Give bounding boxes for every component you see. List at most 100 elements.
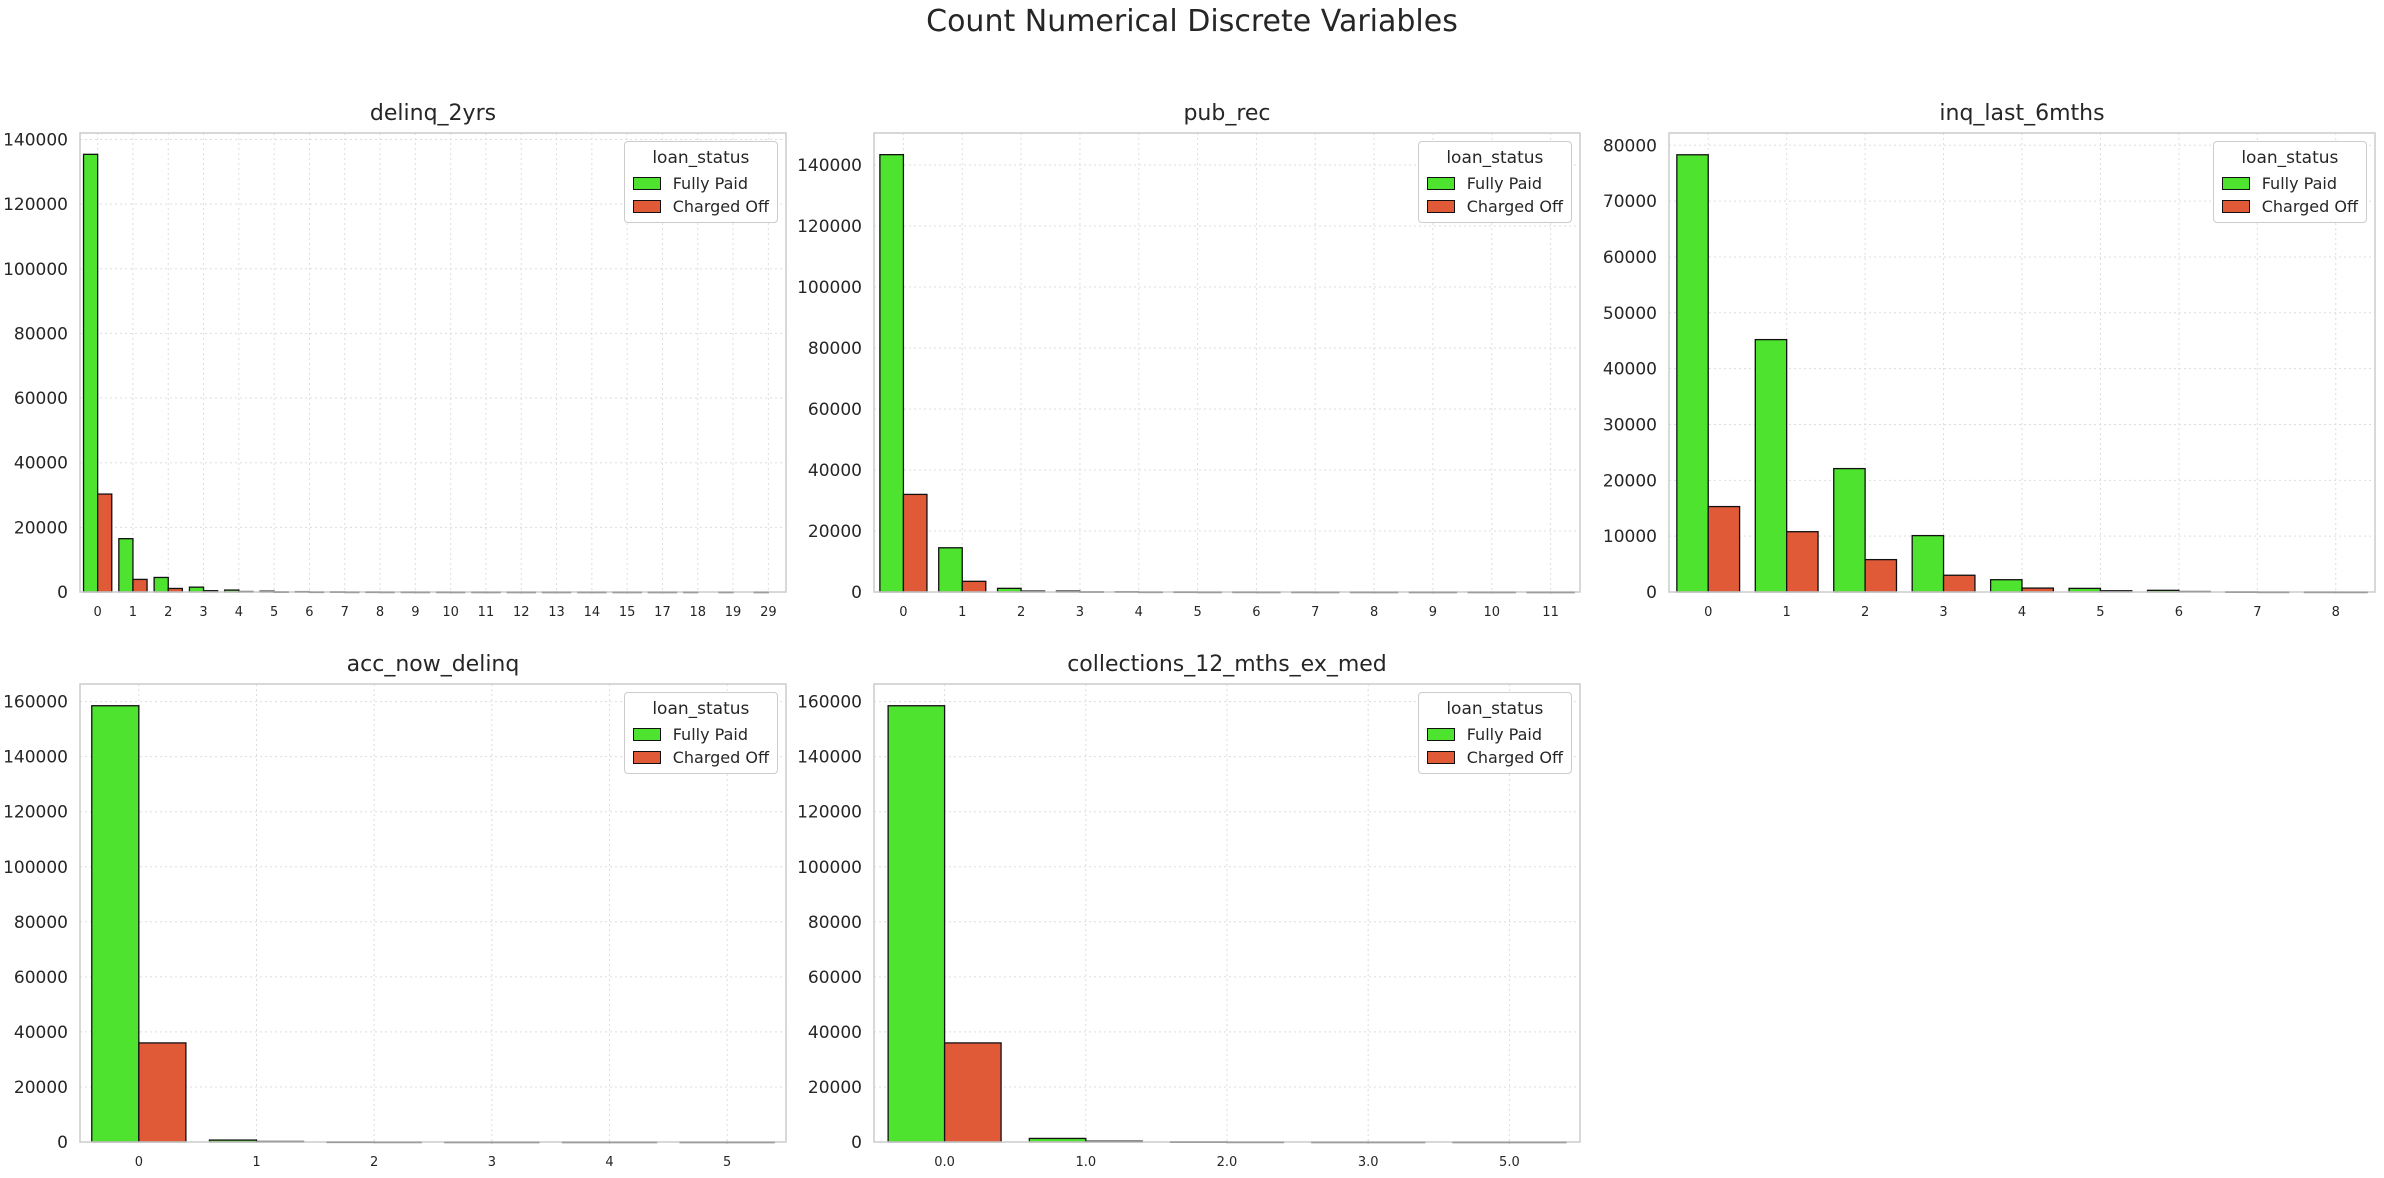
- y-tick-label: 80000: [14, 324, 68, 344]
- x-tick-label: 4: [605, 1155, 613, 1170]
- y-tick-label: 100000: [3, 858, 68, 878]
- y-tick-label: 60000: [14, 389, 68, 409]
- plot-frame: [873, 683, 1581, 1143]
- x-tick-label: 17: [654, 605, 671, 620]
- y-tick-label: 120000: [797, 217, 862, 237]
- legend-item-fully-paid: Fully Paid: [632, 172, 769, 195]
- bar-fully-paid-2: [1833, 467, 1866, 593]
- x-tick-label: 4: [2018, 605, 2026, 620]
- y-tick-label: 60000: [14, 968, 68, 988]
- x-tick-label: 10: [1483, 605, 1500, 620]
- plot-frame: [873, 132, 1581, 593]
- x-tick-label: 3: [1939, 605, 1947, 620]
- legend-item-charged-off: Charged Off: [1426, 195, 1563, 218]
- legend-item-charged-off: Charged Off: [632, 746, 769, 769]
- legend-title: loan_status: [2241, 148, 2339, 168]
- x-tick-label: 0: [135, 1155, 143, 1170]
- x-tick-label: 19: [725, 605, 742, 620]
- bar-charged-off-1: [1786, 531, 1819, 593]
- bar-fully-paid-0: [1676, 154, 1709, 593]
- legend-title: loan_status: [1446, 699, 1544, 719]
- y-tick-label: 160000: [3, 693, 68, 713]
- y-tick-label: 40000: [1603, 360, 1657, 380]
- y-tick-label: 0: [851, 583, 862, 603]
- x-tick-label: 7: [1311, 605, 1319, 620]
- legend-swatch: [1426, 200, 1455, 213]
- legend-label: Charged Off: [1466, 748, 1563, 767]
- bar-fully-paid-1: [1754, 338, 1788, 593]
- y-tick-label: 160000: [797, 693, 862, 713]
- chart-title: pub_rec: [1183, 101, 1271, 126]
- legend-label: Charged Off: [672, 197, 769, 216]
- legend-swatch: [632, 200, 661, 213]
- x-tick-label: 3: [199, 605, 207, 620]
- figure-title: Count Numerical Discrete Variables: [926, 4, 1458, 39]
- x-tick-label: 3: [488, 1155, 496, 1170]
- y-tick-label: 20000: [808, 522, 862, 542]
- legend-swatch: [632, 728, 661, 741]
- x-tick-label: 9: [411, 605, 419, 620]
- legend-label: Fully Paid: [1466, 725, 1542, 744]
- y-tick-label: 100000: [797, 278, 862, 298]
- x-tick-label: 1.0: [1075, 1155, 1096, 1170]
- legend-swatch: [632, 751, 661, 764]
- y-tick-label: 60000: [808, 968, 862, 988]
- x-tick-label: 7: [2253, 605, 2261, 620]
- x-tick-label: 4: [1135, 605, 1143, 620]
- x-tick-label: 0: [1704, 605, 1712, 620]
- x-tick-label: 1: [1783, 605, 1791, 620]
- x-tick-label: 8: [2332, 605, 2340, 620]
- y-tick-label: 40000: [14, 454, 68, 474]
- legend-label: Fully Paid: [2261, 174, 2337, 193]
- x-tick-label: 11: [478, 605, 495, 620]
- bar-fully-paid-3: [1911, 534, 1945, 593]
- y-tick-label: 0: [57, 1133, 68, 1153]
- legend-title: loan_status: [1446, 148, 1544, 168]
- legend-label: Fully Paid: [672, 174, 748, 193]
- x-tick-label: 1: [129, 605, 137, 620]
- y-tick-label: 120000: [3, 195, 68, 215]
- y-tick-label: 140000: [797, 748, 862, 768]
- y-tick-label: 20000: [808, 1078, 862, 1098]
- y-tick-label: 60000: [1603, 248, 1657, 268]
- x-tick-label: 5: [1193, 605, 1201, 620]
- bar-charged-off-0-0: [943, 1042, 1002, 1143]
- x-tick-label: 2: [164, 605, 172, 620]
- x-tick-label: 6: [1252, 605, 1260, 620]
- y-tick-label: 20000: [1603, 471, 1657, 491]
- x-tick-label: 2.0: [1217, 1155, 1238, 1170]
- y-tick-label: 100000: [3, 260, 68, 280]
- y-tick-label: 60000: [808, 400, 862, 420]
- chart-title: inq_last_6mths: [1939, 101, 2105, 126]
- x-tick-label: 18: [689, 605, 706, 620]
- legend-label: Fully Paid: [672, 725, 748, 744]
- y-tick-label: 20000: [14, 1078, 68, 1098]
- legend-label: Charged Off: [1466, 197, 1563, 216]
- y-tick-label: 140000: [3, 130, 68, 150]
- x-tick-label: 4: [235, 605, 243, 620]
- legend-swatch: [1426, 728, 1455, 741]
- y-tick-label: 50000: [1603, 304, 1657, 324]
- legend: loan_status Fully Paid Charged Off: [2212, 141, 2367, 223]
- y-tick-label: 20000: [14, 518, 68, 538]
- x-tick-label: 29: [760, 605, 777, 620]
- legend-swatch: [1426, 177, 1455, 190]
- legend-label: Charged Off: [672, 748, 769, 767]
- y-tick-label: 70000: [1603, 192, 1657, 212]
- x-tick-label: 5: [723, 1155, 731, 1170]
- y-tick-label: 40000: [808, 461, 862, 481]
- legend-item-charged-off: Charged Off: [1426, 746, 1563, 769]
- x-tick-label: 5.0: [1499, 1155, 1520, 1170]
- x-tick-label: 11: [1542, 605, 1559, 620]
- y-tick-label: 120000: [797, 803, 862, 823]
- y-tick-label: 10000: [1603, 527, 1657, 547]
- y-tick-label: 0: [851, 1133, 862, 1153]
- y-tick-label: 80000: [1603, 136, 1657, 156]
- x-tick-label: 15: [619, 605, 636, 620]
- y-tick-label: 40000: [808, 1023, 862, 1043]
- y-tick-label: 80000: [14, 913, 68, 933]
